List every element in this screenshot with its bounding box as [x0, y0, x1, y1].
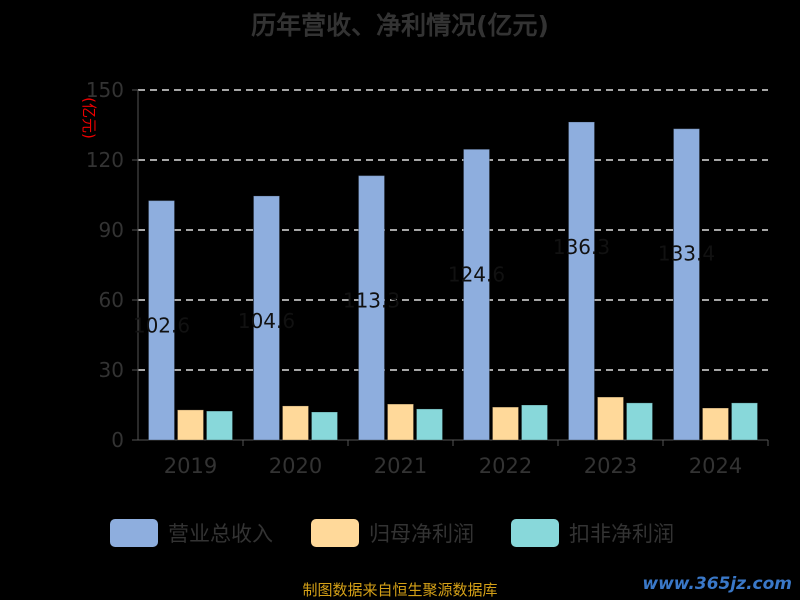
- y-tick-label: 30: [99, 358, 124, 382]
- data-label: 133.4: [658, 242, 715, 266]
- bar-deducted-profit: [416, 408, 443, 441]
- y-tick-label: 0: [111, 428, 124, 452]
- x-tick-label: 2023: [584, 454, 637, 478]
- legend-swatch: [110, 519, 158, 547]
- bar-deducted-profit: [626, 402, 653, 441]
- data-label: 113.3: [343, 289, 400, 313]
- bar-net-profit: [282, 405, 309, 441]
- data-label: 136.3: [553, 235, 610, 259]
- watermark: www.365jz.com: [642, 574, 792, 594]
- legend-item-deducted-profit[interactable]: 扣非净利润: [511, 518, 674, 548]
- y-tick-label: 60: [99, 288, 124, 312]
- legend-item-net-profit[interactable]: 归母净利润: [311, 518, 474, 548]
- y-tick-label: 150: [86, 78, 124, 102]
- bar-deducted-profit: [311, 411, 338, 441]
- legend-item-revenue[interactable]: 营业总收入: [110, 518, 273, 548]
- bar-revenue: [568, 121, 595, 441]
- legend-swatch: [311, 519, 359, 547]
- source-note: 制图数据来自恒生聚源数据库: [302, 581, 498, 599]
- data-label: 104.6: [238, 309, 295, 333]
- bar-net-profit: [387, 403, 414, 441]
- bar-revenue: [463, 148, 490, 441]
- bar-net-profit: [177, 409, 204, 441]
- bar-revenue: [673, 128, 700, 441]
- bar-revenue: [148, 200, 175, 441]
- chart-title: 历年营收、净利情况(亿元): [251, 11, 549, 40]
- bar-net-profit: [492, 406, 519, 441]
- bar-net-profit: [702, 407, 729, 441]
- legend-label: 归母净利润: [369, 522, 474, 546]
- bar-net-profit: [597, 396, 624, 441]
- x-tick-label: 2020: [269, 454, 322, 478]
- x-tick-label: 2019: [164, 454, 217, 478]
- x-tick-label: 2022: [479, 454, 532, 478]
- bar-deducted-profit: [206, 410, 233, 441]
- legend-swatch: [511, 519, 559, 547]
- data-label: 124.6: [448, 262, 505, 286]
- bar-deducted-profit: [521, 404, 548, 441]
- x-tick-label: 2021: [374, 454, 427, 478]
- y-tick-label: 90: [99, 218, 124, 242]
- x-tick-label: 2024: [689, 454, 742, 478]
- bar-revenue: [358, 175, 385, 441]
- y-axis-label: (亿元): [80, 97, 98, 139]
- bar-revenue: [253, 195, 280, 441]
- legend-label: 扣非净利润: [569, 522, 674, 546]
- legend-label: 营业总收入: [168, 522, 273, 546]
- data-label: 102.6: [133, 314, 190, 338]
- bar-deducted-profit: [731, 402, 758, 441]
- y-tick-label: 120: [86, 148, 124, 172]
